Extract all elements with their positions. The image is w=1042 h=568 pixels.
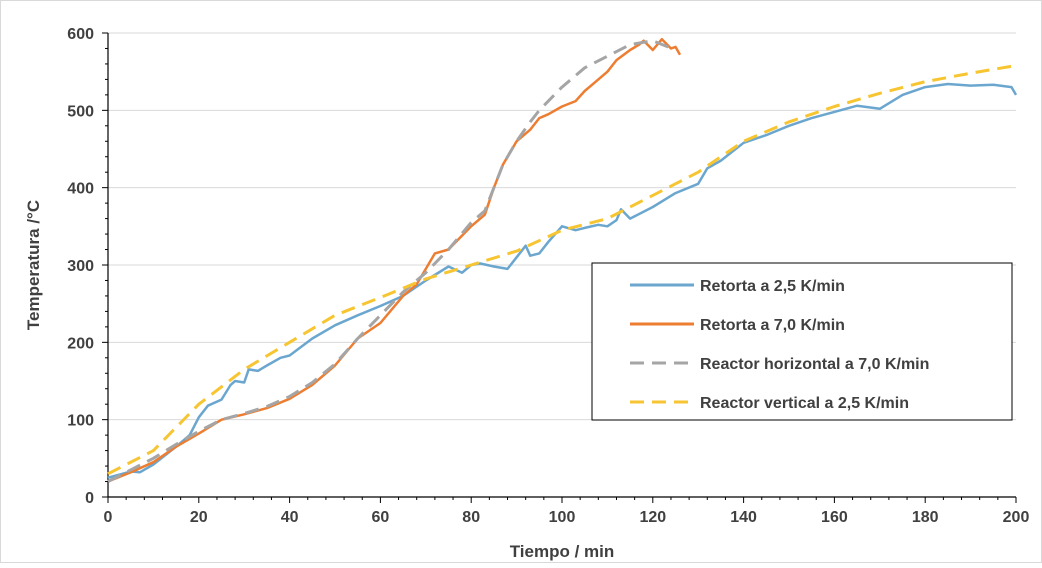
x-tick-label: 20 [190,509,208,526]
x-axis-title: Tiempo / min [510,542,615,561]
legend-box [591,262,1013,421]
x-tick-label: 120 [639,509,666,526]
legend: Retorta a 2,5 K/min Retorta a 7,0 K/min Re… [591,262,1013,421]
y-tick-label: 0 [85,490,94,507]
legend-label: Reactor vertical a 2,5 K/min [700,395,909,412]
y-tick-label: 300 [67,258,94,275]
x-tick-label: 100 [549,509,576,526]
y-tick-label: 600 [67,26,94,43]
x-tick-label: 40 [281,509,299,526]
x-tick-label: 180 [912,509,939,526]
x-tick-label: 80 [462,509,480,526]
x-tick-label: 140 [730,509,757,526]
legend-label: Retorta a 7,0 K/min [700,317,845,334]
y-axis-title: Temperatura /°C [24,200,43,330]
x-tick-label: 60 [372,509,390,526]
y-tick-label: 400 [67,181,94,198]
x-tick-label: 0 [104,509,113,526]
x-tick-label: 160 [821,509,848,526]
y-tick-label: 100 [67,413,94,430]
axes: 0 100 200 300 400 500 600 0 20 40 60 80 100 120 140 160… [67,26,1029,526]
legend-label: Retorta a 2,5 K/min [700,278,845,295]
y-tick-label: 200 [67,335,94,352]
series-line-1 [107,82,1018,479]
y-tick-label: 500 [67,103,94,120]
series-group [107,37,1018,483]
x-tick-label: 200 [1003,509,1030,526]
legend-label: Reactor horizontal a 7,0 K/min [700,356,929,373]
series-line-3 [107,39,677,483]
